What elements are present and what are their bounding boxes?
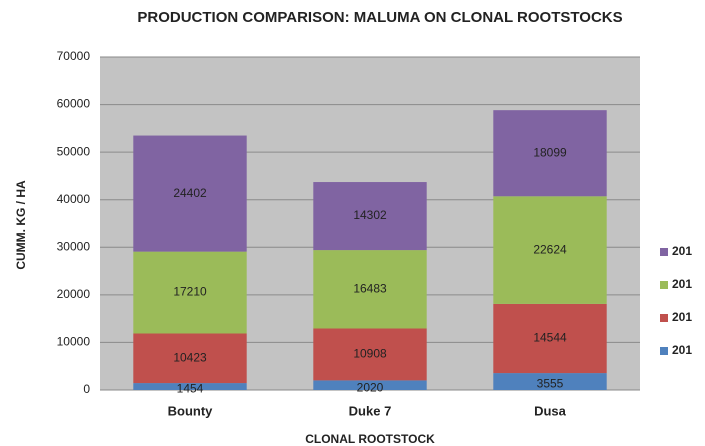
bar-segment xyxy=(313,250,427,329)
y-tick-label: 20000 xyxy=(57,287,91,301)
y-tick-label: 30000 xyxy=(57,239,91,253)
data-label: 10423 xyxy=(173,350,207,364)
bar-segment xyxy=(493,110,607,197)
y-axis-title: CUMM. KG / HA xyxy=(14,180,28,270)
legend-label: 201 xyxy=(672,343,692,357)
x-tick-label: Dusa xyxy=(534,403,567,418)
data-label: 14302 xyxy=(353,208,387,222)
legend-swatch xyxy=(660,347,668,355)
x-tick-label: Bounty xyxy=(168,403,214,418)
bar-segment xyxy=(493,196,607,304)
chart-title: PRODUCTION COMPARISON: MALUMA ON CLONAL … xyxy=(137,9,622,26)
legend-label: 201 xyxy=(672,244,692,258)
data-label: 18099 xyxy=(533,145,567,159)
legend-label: 201 xyxy=(672,277,692,291)
bar-segment xyxy=(493,373,607,390)
legend-swatch xyxy=(660,314,668,322)
y-tick-label: 10000 xyxy=(57,335,91,349)
bar-segment xyxy=(313,328,427,381)
legend-swatch xyxy=(660,281,668,289)
legend-label: 201 xyxy=(672,310,692,324)
data-label: 16483 xyxy=(353,281,387,295)
data-label: 22624 xyxy=(533,242,567,256)
y-tick-label: 0 xyxy=(83,382,90,396)
data-label: 24402 xyxy=(173,186,207,200)
data-label: 1454 xyxy=(177,382,204,396)
data-label: 17210 xyxy=(173,285,207,299)
bar-segment xyxy=(133,333,247,384)
bar-segment xyxy=(133,135,247,252)
data-label: 14544 xyxy=(533,331,567,345)
bar-segment xyxy=(133,251,247,334)
x-axis-title: CLONAL ROOTSTOCK xyxy=(305,432,435,446)
bar-segment xyxy=(493,303,607,374)
y-tick-label: 70000 xyxy=(57,49,91,63)
legend-swatch xyxy=(660,248,668,256)
bar-segment xyxy=(133,383,247,390)
y-tick-label: 50000 xyxy=(57,144,91,158)
data-label: 10908 xyxy=(353,347,387,361)
bar-segment xyxy=(313,380,427,390)
data-label: 3555 xyxy=(537,377,564,391)
y-tick-label: 40000 xyxy=(57,192,91,206)
bar-segment xyxy=(313,182,427,251)
y-tick-label: 60000 xyxy=(57,97,91,111)
data-label: 2020 xyxy=(357,380,384,394)
x-tick-label: Duke 7 xyxy=(349,403,392,418)
